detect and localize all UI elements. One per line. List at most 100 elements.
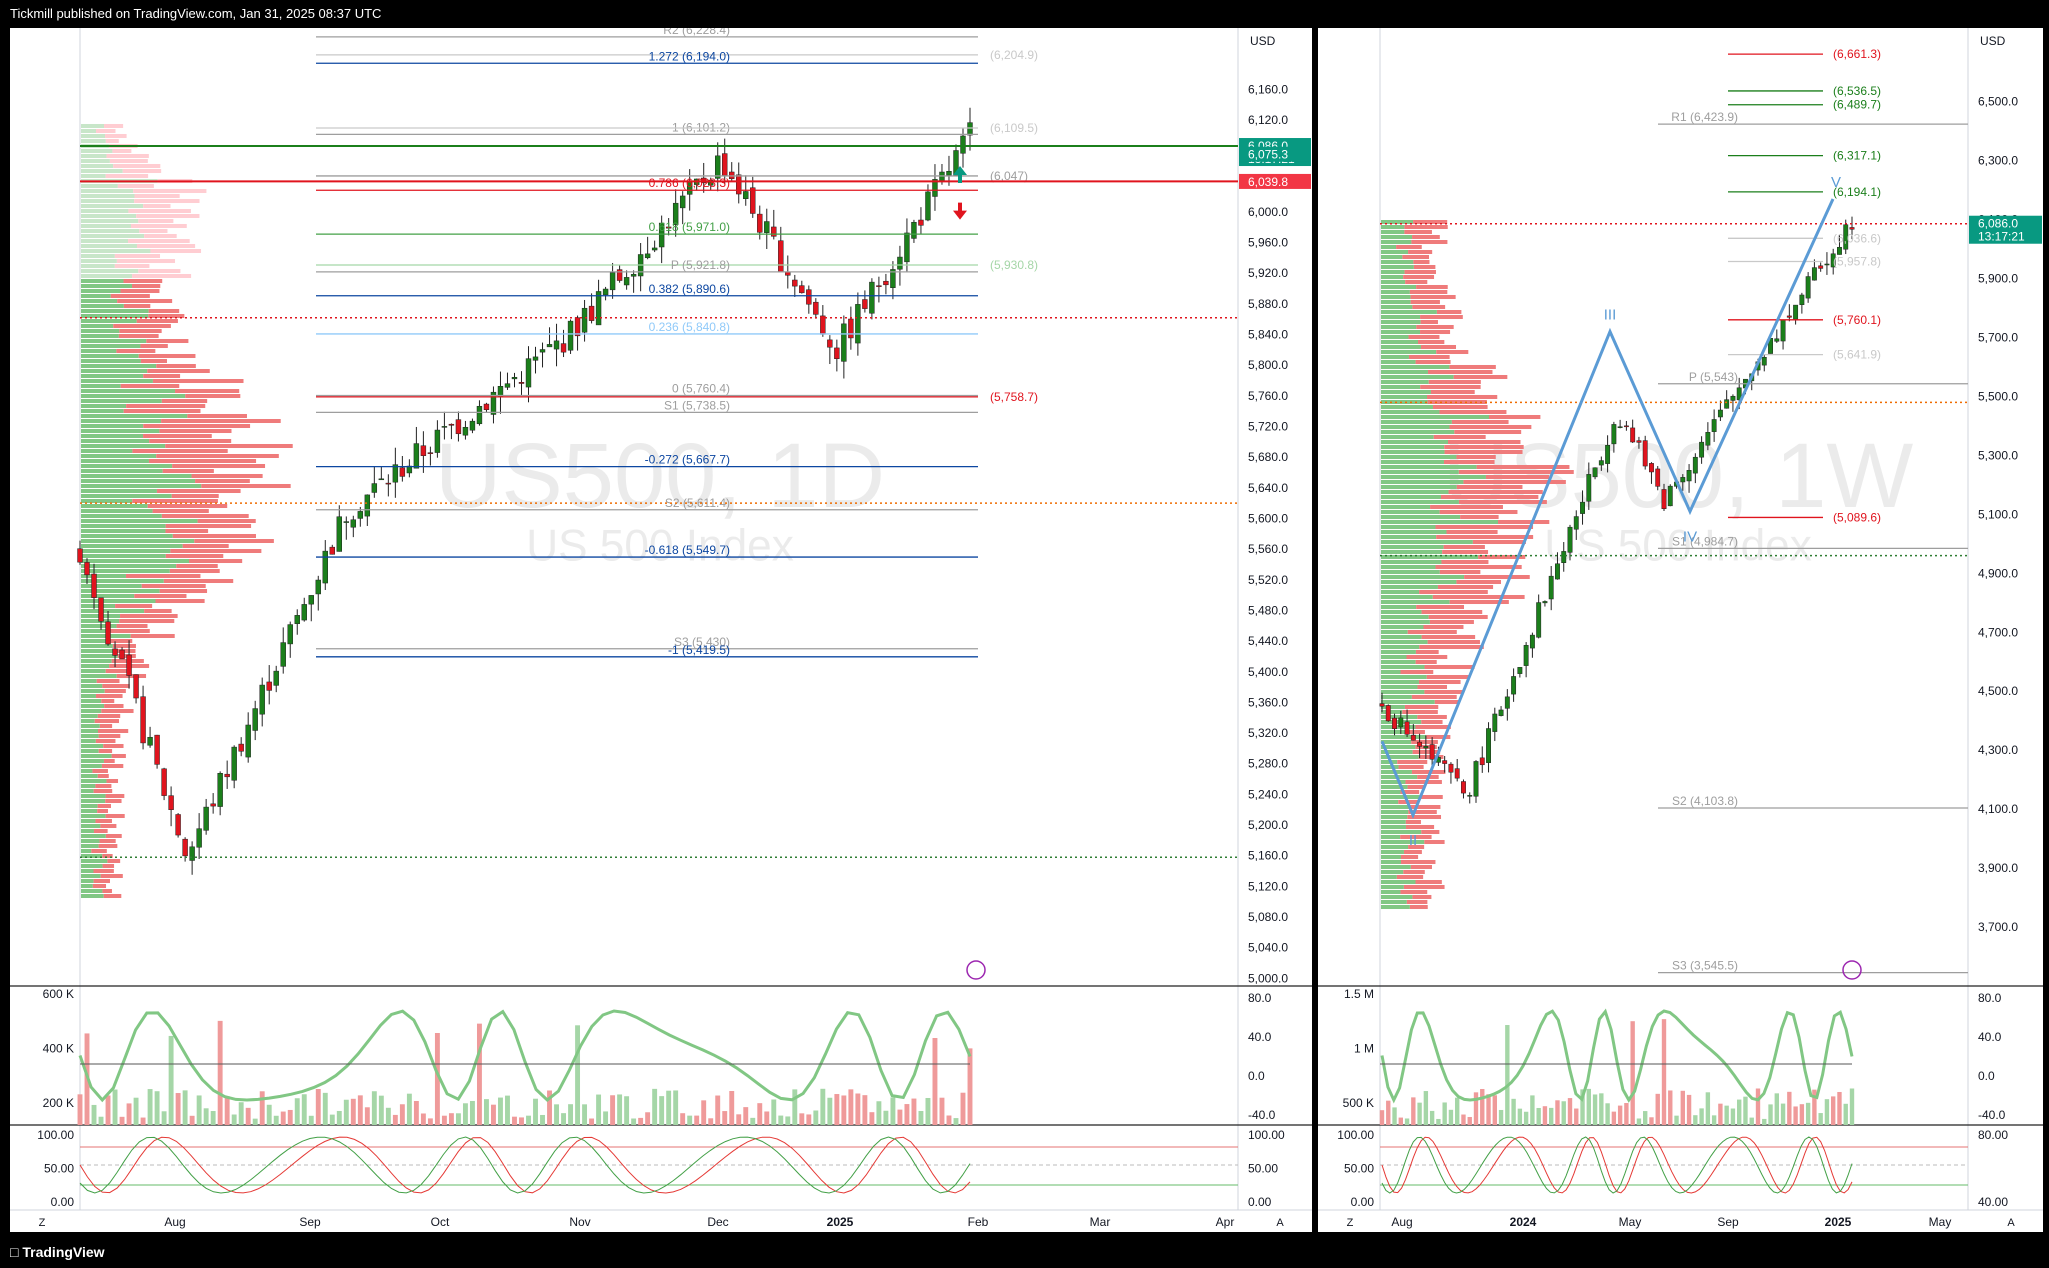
volume-profile-bar-buy: [81, 579, 164, 583]
volume-profile-bar-sell: [197, 519, 256, 523]
volume-profile-bar-buy: [81, 289, 121, 293]
price-tick-label: 5,680.0: [1248, 450, 1288, 464]
volume-profile-bar-buy: [81, 224, 131, 228]
candle-body: [357, 511, 364, 519]
volume-profile-bar-sell: [1449, 425, 1532, 429]
volume-profile-bar-sell: [1435, 565, 1522, 569]
volume-profile-bar-sell: [1396, 875, 1424, 879]
volume-profile-bar-buy: [81, 724, 100, 728]
volume-bar: [371, 1091, 377, 1125]
volume-profile-bar-buy: [1381, 285, 1417, 289]
volume-profile-bar-sell: [91, 849, 107, 853]
candle-body: [658, 222, 665, 248]
candle-body: [1398, 717, 1404, 728]
candle-body: [876, 285, 882, 287]
level-label: (6,194.1): [1833, 185, 1881, 199]
volume-profile-bar-sell: [187, 414, 247, 418]
volume-profile-bar-sell: [1436, 535, 1534, 539]
level-label: (6,047): [990, 169, 1028, 183]
volume-profile-bar-buy: [1381, 605, 1417, 609]
volume-profile-bar-sell: [1460, 515, 1499, 519]
volume-profile-bar-sell: [165, 529, 209, 533]
volume-profile-bar-sell: [1454, 430, 1522, 434]
candle-body: [574, 317, 581, 337]
volume-profile-bar-buy: [81, 669, 106, 673]
volume-profile-bar-buy: [81, 779, 107, 783]
volume-bar: [834, 1094, 840, 1125]
oscillator-axis-label: 80.0: [1248, 991, 1272, 1005]
candle-body: [1636, 440, 1642, 443]
volume-profile-bar-buy: [1381, 755, 1419, 759]
level-label: (5,760.1): [1833, 313, 1881, 327]
volume-profile-bar-sell: [1407, 630, 1457, 634]
volume-profile-bar-sell: [171, 494, 219, 498]
level-label: 0.618 (5,971.0): [649, 220, 730, 234]
volume-bar: [813, 1110, 819, 1125]
volume-profile-bar-buy: [81, 749, 99, 753]
candle-body: [1717, 409, 1723, 418]
volume-profile-bar-buy: [1381, 510, 1440, 514]
volume-bar: [182, 1090, 188, 1125]
candle-body: [1486, 728, 1491, 763]
volume-profile-bar-sell: [105, 174, 149, 178]
volume-profile-bar-sell: [1397, 760, 1428, 764]
volume-profile-bar-sell: [1433, 435, 1486, 439]
volume-profile-bar-buy: [81, 514, 162, 518]
volume-profile-bar-buy: [1381, 620, 1430, 624]
volume-bar: [708, 1118, 714, 1125]
volume-profile-bar-sell: [100, 874, 123, 878]
volume-profile-bar-buy: [81, 409, 124, 413]
volume-profile-bar-sell: [1400, 890, 1428, 894]
candle-body: [911, 221, 917, 239]
volume-profile-bar-buy: [1381, 810, 1409, 814]
volume-bar: [1661, 1019, 1667, 1125]
volume-profile-bar-buy: [1381, 575, 1465, 579]
candle-body: [196, 828, 202, 848]
candle-body: [1498, 709, 1504, 716]
volume-profile-bar-buy: [1381, 785, 1408, 789]
volume-profile-bar-sell: [1435, 525, 1534, 529]
candle-body: [623, 277, 630, 286]
volume-profile-bar-sell: [1403, 870, 1425, 874]
volume-profile-bar-buy: [81, 704, 105, 708]
volume-profile-bar-buy: [81, 574, 126, 578]
volume-profile-bar-buy: [81, 799, 106, 803]
volume-bar: [967, 1048, 973, 1125]
volume-profile-bar-sell: [1410, 300, 1440, 304]
volume-profile-bar-sell: [1400, 790, 1420, 794]
candle-body: [294, 615, 300, 624]
candle-body: [287, 624, 293, 645]
volume-profile-bar-buy: [81, 389, 176, 393]
volume-profile-bar-sell: [1444, 445, 1524, 449]
candle-body: [224, 773, 230, 778]
candle-body: [750, 187, 756, 214]
left-chart-panel[interactable]: US500, 1D US 500 Index USD 6,160.0 6,120.0 6,…: [10, 28, 1312, 1232]
volume-profile-bar-buy: [81, 584, 142, 588]
volume-profile-bar-buy: [81, 774, 98, 778]
volume-profile-bar-sell: [1427, 370, 1493, 374]
volume-profile-bar-sell: [1456, 455, 1496, 459]
candle-body: [1573, 516, 1579, 530]
oscillator-axis-label: -40.0: [1248, 1108, 1276, 1122]
tradingview-logo-icon: □: [10, 1244, 19, 1260]
volume-profile-bar-buy: [81, 569, 170, 573]
volume-profile-bar-sell: [1415, 650, 1439, 654]
volume-profile-bar-sell: [111, 754, 126, 758]
price-tick-label: 6,120.0: [1248, 113, 1288, 127]
volume-profile-bar-sell: [148, 459, 257, 463]
volume-bar: [883, 1110, 889, 1125]
volume-profile-bar-sell: [110, 294, 150, 298]
volume-bar: [512, 1116, 517, 1125]
volume-profile-bar-sell: [182, 544, 229, 548]
volume-profile-bar-sell: [105, 814, 125, 818]
volume-profile-bar-buy: [81, 889, 103, 893]
volume-profile-bar-buy: [1381, 535, 1437, 539]
volume-profile-bar-sell: [1456, 580, 1502, 584]
candle-body: [364, 494, 371, 517]
volume-profile-bar-buy: [1381, 700, 1435, 704]
time-tick-label: May: [1619, 1215, 1642, 1229]
price-tick-label: 5,720.0: [1248, 420, 1288, 434]
